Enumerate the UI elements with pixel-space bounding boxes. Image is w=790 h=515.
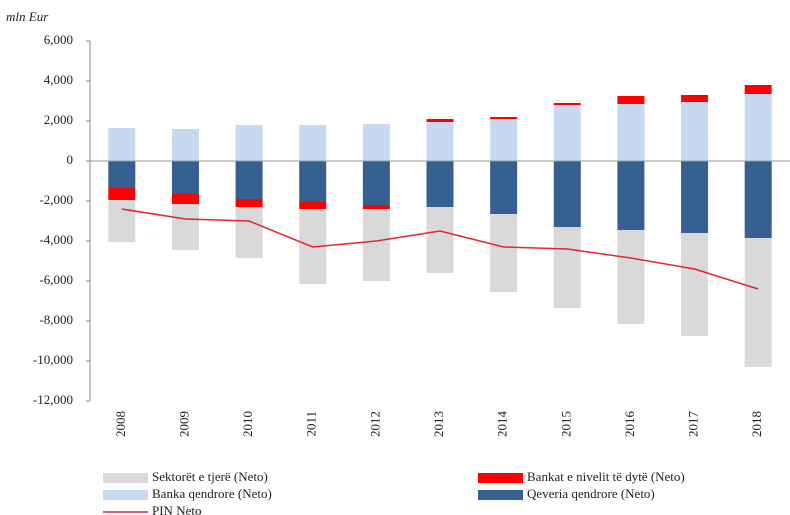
bar — [490, 214, 518, 292]
bar — [553, 103, 581, 105]
y-tick-label: -6,000 — [39, 272, 73, 287]
legend-label: Bankat e nivelit të dytë (Neto) — [527, 469, 685, 484]
bar — [171, 161, 199, 194]
bar — [108, 128, 136, 161]
x-tick-label: 2018 — [749, 411, 764, 437]
legend-swatch — [103, 473, 148, 483]
x-tick-label: 2017 — [686, 411, 701, 438]
x-tick-label: 2010 — [240, 411, 255, 437]
bar — [362, 161, 390, 205]
bar — [426, 161, 454, 207]
bar — [171, 204, 199, 250]
bar — [744, 238, 772, 367]
bar — [362, 205, 390, 209]
bar — [235, 161, 263, 199]
y-tick-label: -12,000 — [33, 392, 73, 407]
bar — [553, 105, 581, 161]
bar — [681, 161, 709, 233]
x-tick-label: 2015 — [558, 411, 573, 437]
bar — [426, 122, 454, 161]
x-tick-label: 2014 — [495, 411, 510, 438]
y-tick-label: -10,000 — [33, 352, 73, 367]
x-tick-label: 2008 — [113, 411, 128, 437]
bar — [553, 227, 581, 308]
legend-label: Sektorët e tjerë (Neto) — [152, 469, 268, 484]
line — [121, 208, 759, 290]
y-tick-label: -4,000 — [39, 232, 73, 247]
bar — [299, 125, 327, 161]
bar — [426, 207, 454, 273]
y-tick-label: 4,000 — [44, 72, 73, 87]
y-tick-label: 6,000 — [44, 32, 73, 47]
x-tick-label: 2013 — [431, 411, 446, 437]
bar — [553, 161, 581, 227]
bar — [490, 119, 518, 161]
bar — [108, 161, 136, 188]
bar — [171, 194, 199, 204]
legend-label: Qeveria qendrore (Neto) — [527, 486, 655, 501]
x-tick-label: 2009 — [176, 411, 191, 437]
bar — [108, 200, 136, 242]
bar — [299, 161, 327, 202]
bar — [235, 199, 263, 207]
y-tick-label: 2,000 — [44, 112, 73, 127]
bar — [681, 102, 709, 161]
y-tick-label: 0 — [67, 152, 74, 167]
x-tick-label: 2012 — [367, 411, 382, 437]
bar — [617, 104, 645, 161]
legend-swatch — [103, 490, 148, 500]
bar — [490, 117, 518, 119]
y-tick-label: -8,000 — [39, 312, 73, 327]
bar — [744, 94, 772, 161]
bar — [681, 95, 709, 102]
legend-label: PIN Neto — [152, 503, 201, 515]
bar — [235, 125, 263, 161]
bar — [362, 124, 390, 161]
bar — [617, 96, 645, 104]
bar — [744, 161, 772, 238]
bar — [744, 85, 772, 94]
legend-swatch — [478, 473, 523, 483]
bar — [362, 209, 390, 281]
x-tick-label: 2011 — [304, 411, 319, 437]
legend-swatch — [478, 490, 523, 500]
y-tick-label: -2,000 — [39, 192, 73, 207]
bar — [299, 202, 327, 209]
x-tick-label: 2016 — [622, 411, 637, 438]
unit-label: mln Eur — [6, 9, 49, 24]
bar — [171, 129, 199, 161]
bar — [617, 230, 645, 324]
bar — [681, 233, 709, 336]
bar — [490, 161, 518, 214]
legend-label: Banka qendrore (Neto) — [152, 486, 272, 501]
bar — [108, 188, 136, 200]
bar — [617, 161, 645, 230]
bar — [235, 207, 263, 258]
bar — [426, 119, 454, 122]
